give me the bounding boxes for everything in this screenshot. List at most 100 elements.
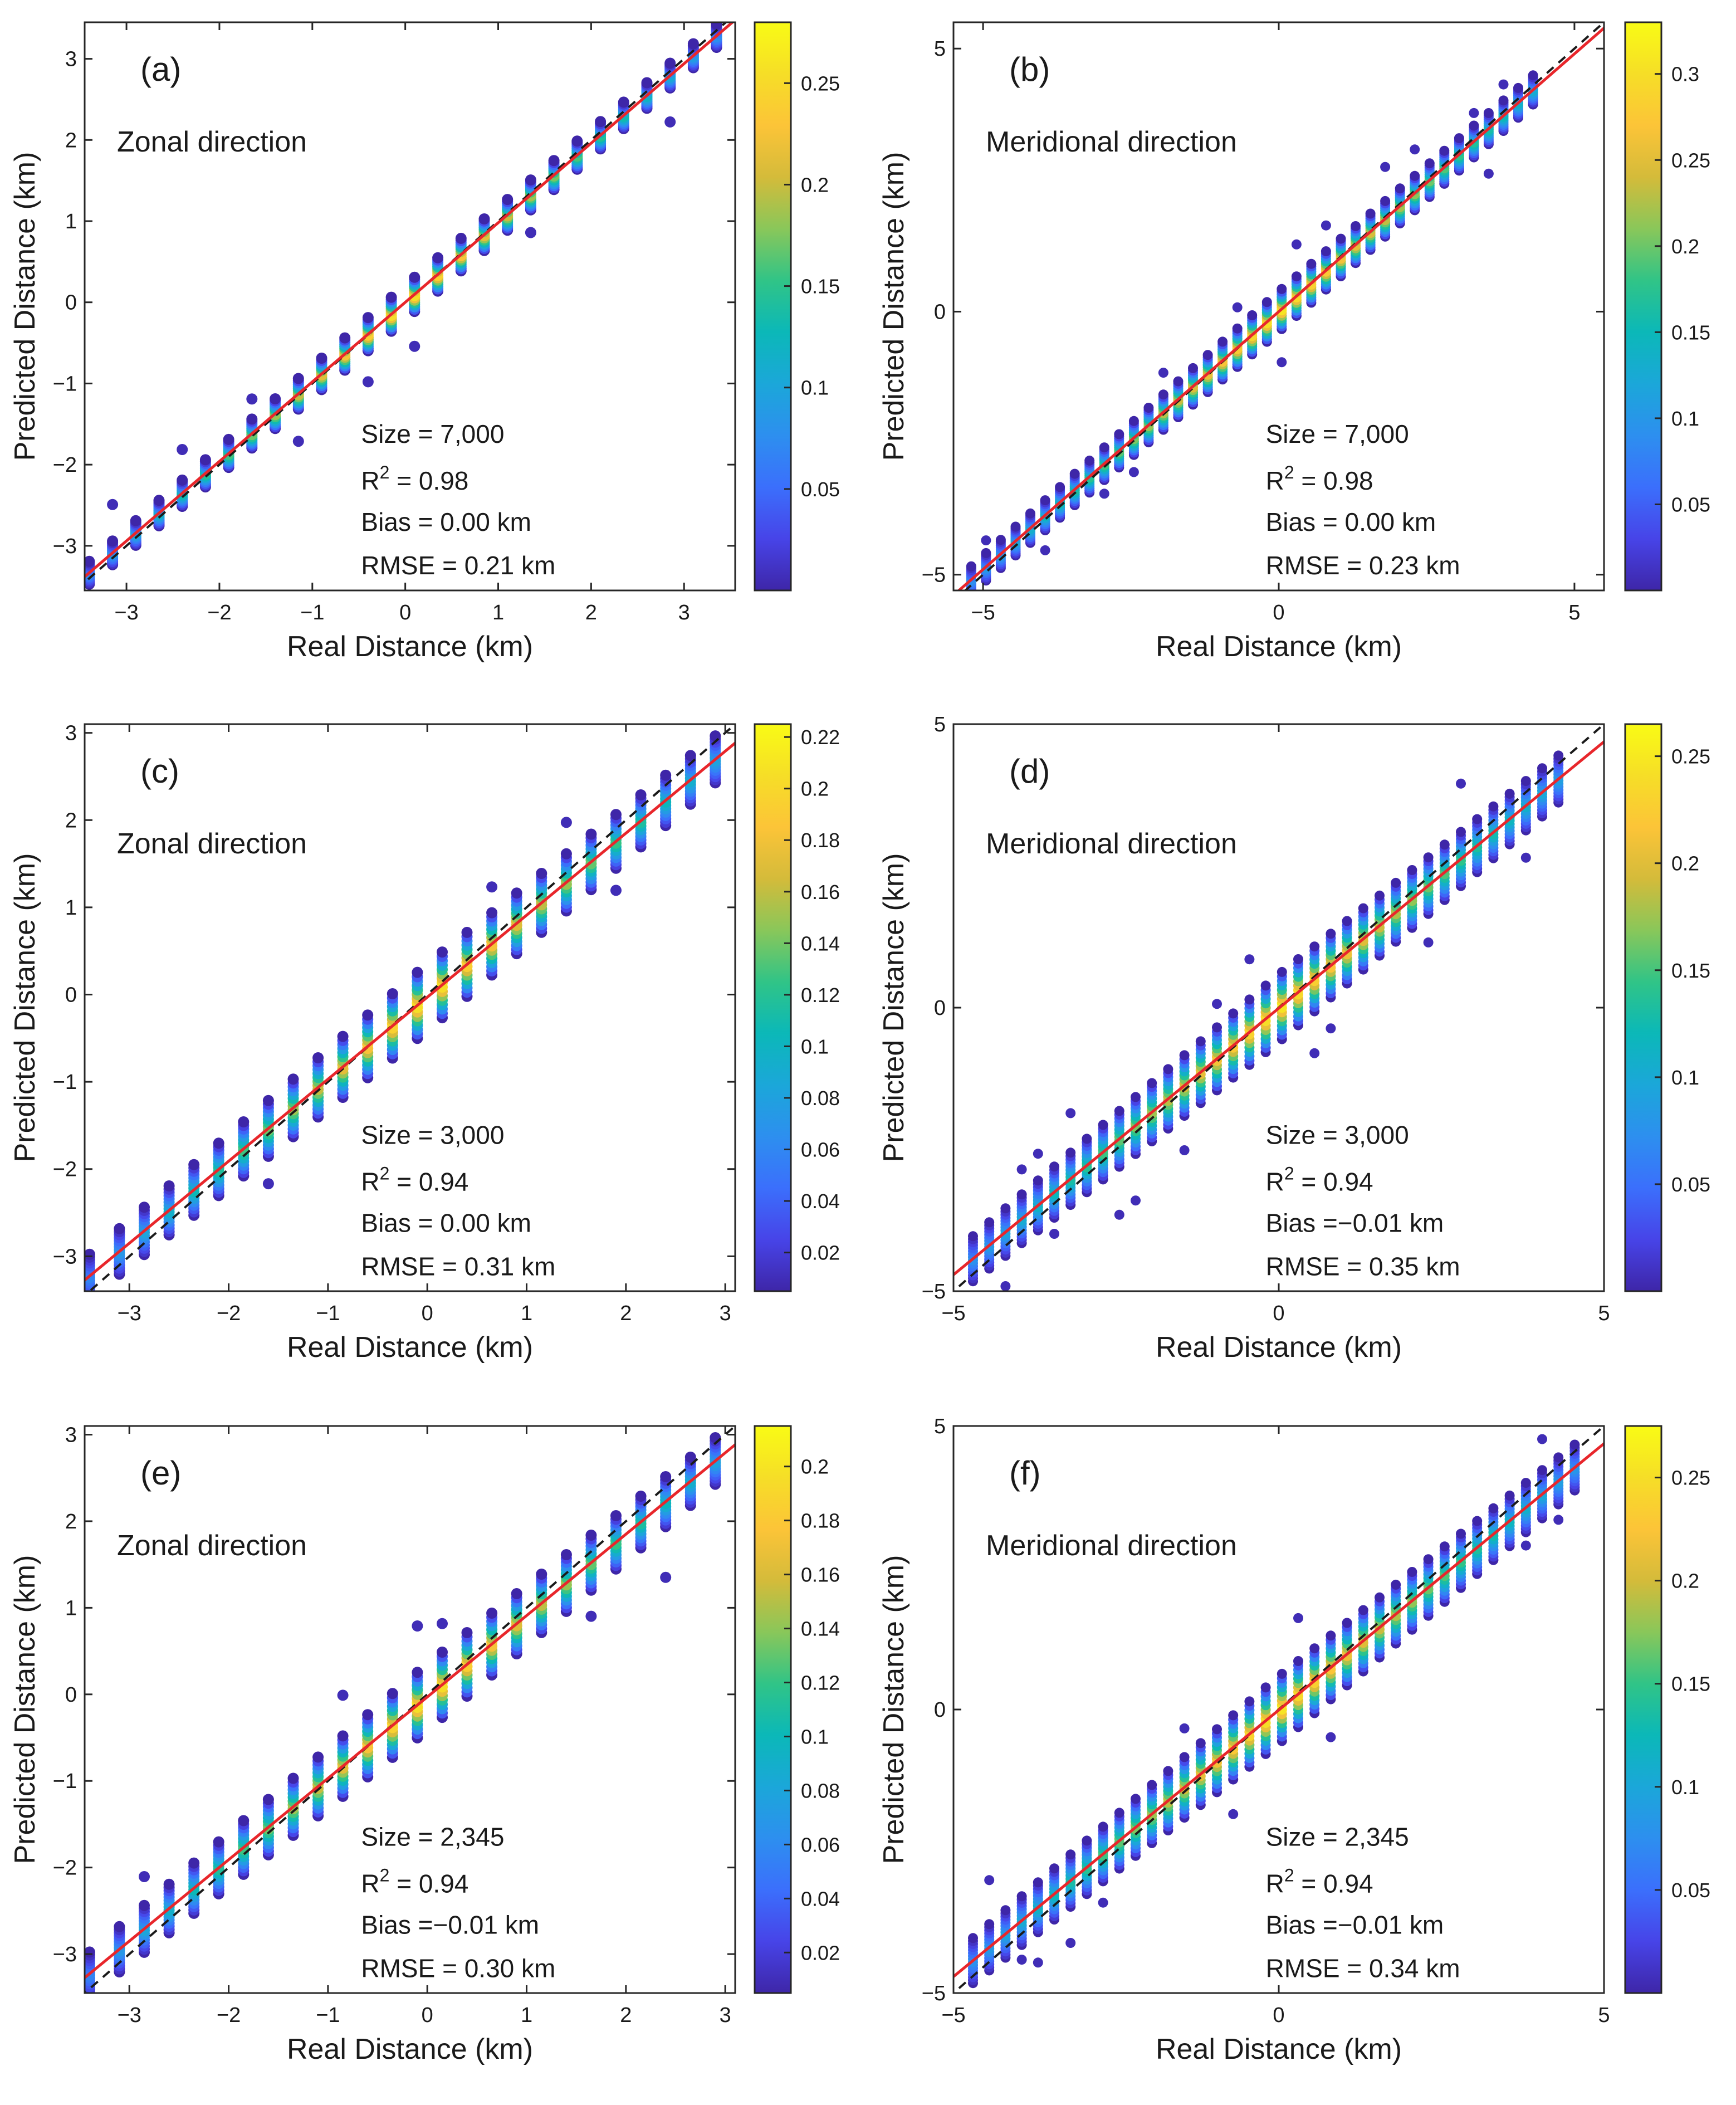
- data-point: [1131, 1092, 1141, 1102]
- data-point: [1342, 916, 1352, 926]
- colorbar-tick-label: 0.1: [801, 1725, 829, 1748]
- colorbar-tick-label: 0.2: [801, 173, 829, 196]
- data-point: [292, 436, 304, 447]
- x-tick-label: 2: [620, 2004, 632, 2027]
- data-point: [1342, 1618, 1352, 1628]
- colorbar: [1624, 21, 1662, 592]
- data-point: [1472, 814, 1483, 824]
- data-point: [711, 22, 722, 30]
- data-point: [461, 926, 473, 938]
- stat-r2-value: = 0.94: [389, 1167, 468, 1196]
- data-point: [337, 1689, 349, 1701]
- data-point: [287, 1073, 299, 1085]
- x-tick-label: 0: [1273, 2004, 1284, 2027]
- data-point: [1016, 1891, 1027, 1902]
- x-tick-label: 1: [521, 2004, 532, 2027]
- y-tick-label: 1: [65, 1596, 77, 1620]
- data-point: [1000, 1281, 1011, 1291]
- data-point: [984, 1875, 995, 1886]
- colorbar-tick-label: 0.16: [801, 881, 840, 903]
- data-point: [548, 155, 560, 167]
- data-point: [995, 535, 1006, 545]
- data-point: [1326, 1023, 1336, 1034]
- data-point: [1277, 284, 1287, 294]
- data-point: [1380, 162, 1391, 172]
- data-point: [1456, 827, 1466, 837]
- data-point: [437, 1618, 448, 1629]
- colorbar-tick-label: 0.02: [801, 1941, 840, 1964]
- data-point: [1553, 750, 1564, 761]
- data-point: [163, 1180, 175, 1191]
- data-point: [1293, 1656, 1303, 1666]
- colorbar: [754, 21, 792, 592]
- y-tick-label: −3: [53, 1943, 77, 1966]
- data-point: [618, 96, 629, 108]
- data-point: [1454, 133, 1464, 144]
- fit-line: [953, 740, 1604, 1277]
- data-point: [1277, 1668, 1287, 1679]
- data-point: [1202, 350, 1213, 360]
- data-point: [412, 1667, 423, 1678]
- data-point: [455, 232, 467, 244]
- scatter-points: [966, 70, 1538, 590]
- data-point: [511, 1588, 522, 1599]
- data-point: [287, 1772, 299, 1784]
- colorbar-tick-label: 0.3: [1671, 63, 1699, 86]
- panel-title: Zonal direction: [117, 126, 307, 158]
- data-point: [560, 817, 572, 828]
- colorbar-tick-label: 0.12: [801, 1672, 840, 1694]
- data-point: [1513, 82, 1523, 93]
- x-tick-label: −3: [118, 1302, 141, 1325]
- data-point: [270, 393, 281, 404]
- data-point: [1391, 877, 1401, 888]
- y-tick-label: 2: [65, 129, 77, 152]
- stat-size: Size = 7,000: [361, 419, 504, 448]
- data-point: [339, 332, 351, 344]
- data-point: [560, 1549, 572, 1560]
- data-point: [1504, 788, 1515, 799]
- data-point: [238, 1815, 250, 1826]
- panel-label: (f): [1009, 1454, 1041, 1492]
- data-point: [362, 312, 374, 324]
- y-tick-label: 0: [934, 300, 946, 324]
- data-point: [641, 77, 653, 89]
- colorbar-tick-label: 0.1: [801, 377, 829, 399]
- y-tick-label: 2: [65, 809, 77, 832]
- data-point: [1321, 246, 1331, 257]
- data-point: [1082, 1835, 1092, 1846]
- stat-size: Size = 2,345: [361, 1822, 504, 1851]
- x-tick-label: −3: [114, 601, 138, 624]
- x-tick-label: −5: [941, 1302, 965, 1325]
- data-point: [1326, 1732, 1336, 1742]
- data-point: [1504, 1490, 1515, 1501]
- data-point: [1065, 1938, 1076, 1948]
- data-point: [1098, 1120, 1108, 1130]
- panel-f: −5 0 5 −5 0 5 Real Distance (km) Predicted Dist…: [878, 1415, 1710, 2065]
- colorbar-tick-label: 0.12: [801, 984, 840, 1007]
- data-point: [981, 535, 991, 546]
- stat-r2-value: = 0.94: [389, 1869, 468, 1898]
- data-point: [262, 1095, 274, 1106]
- panel-title: Meridional direction: [986, 126, 1237, 158]
- data-point: [1228, 1710, 1239, 1721]
- plot-frame: [84, 723, 736, 1292]
- data-point: [107, 499, 119, 510]
- panel-title: Meridional direction: [986, 1530, 1237, 1562]
- stat-rmse: RMSE = 0.34 km: [1266, 1953, 1460, 1982]
- data-point: [1244, 994, 1255, 1005]
- data-point: [107, 535, 119, 547]
- data-point: [1277, 357, 1287, 368]
- stat-bias: Bias = 0.00 km: [361, 1208, 531, 1237]
- data-point: [660, 769, 672, 781]
- data-point: [1114, 1106, 1124, 1116]
- data-point: [199, 454, 211, 466]
- plot-frame: [84, 21, 736, 592]
- data-point: [1423, 937, 1434, 948]
- panel-b: −5 0 5 −5 0 5 Real Distance (km) Predicted Dist…: [878, 21, 1710, 663]
- y-tick-label: 0: [65, 291, 77, 315]
- colorbar-tick-label: 0.15: [1671, 1673, 1710, 1696]
- data-point: [385, 291, 397, 303]
- data-point: [635, 1491, 647, 1502]
- data-point: [571, 135, 583, 147]
